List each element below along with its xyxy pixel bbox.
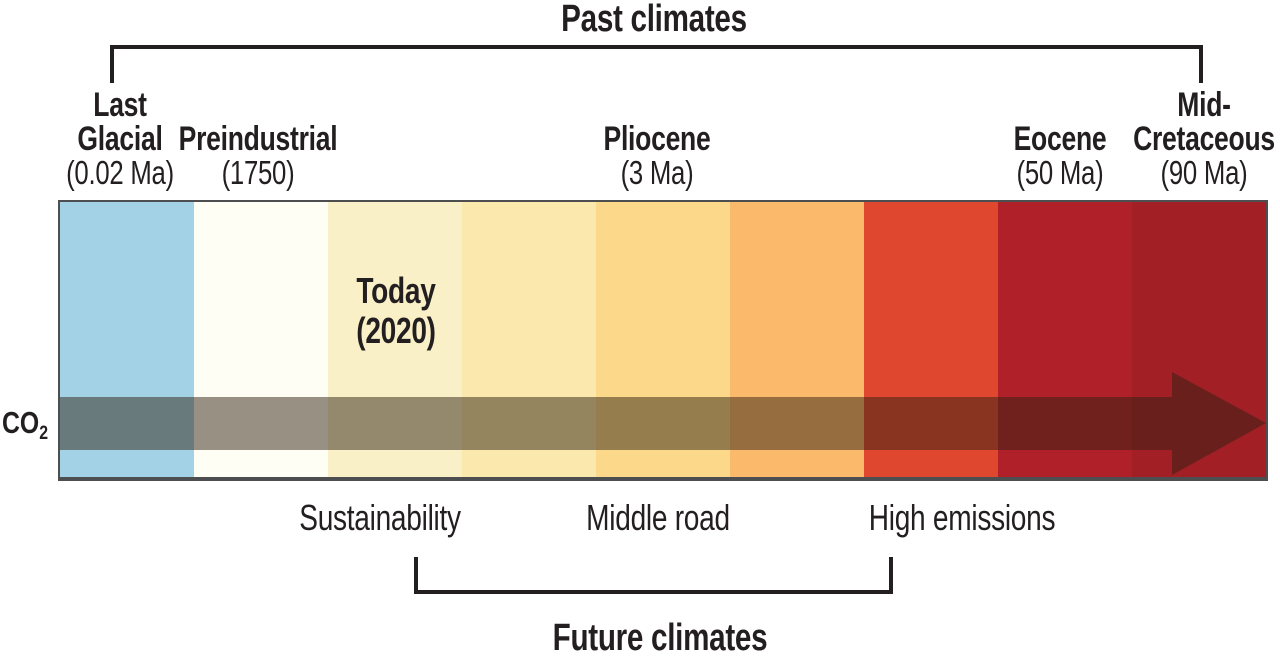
segment-mid-cretaceous [1132,202,1266,477]
past-climates-bracket [110,45,1203,83]
period-value: (1750) [221,154,295,191]
segment-sustainability [462,202,596,477]
past-climates-title: Past climates [561,0,747,40]
future-climates-bracket [414,557,893,594]
period-label-eocene: Eocene (50 Ma) [1014,122,1107,190]
period-name: Last [93,86,147,124]
segment-last-glacial [60,202,194,477]
period-label-mid-cretaceous: Mid- Cretaceous (90 Ma) [1133,88,1275,190]
segment-eocene [998,202,1132,477]
segment-pliocene [596,202,730,477]
scenario-label-sustainability: Sustainability [299,497,461,538]
period-value: (50 Ma) [1016,154,1104,191]
period-value: (3 Ma) [620,154,694,191]
segment-high-emissions [864,202,998,477]
period-label-preindustrial: Preindustrial (1750) [179,122,338,190]
co2-text: CO [2,405,40,440]
today-line: Today [356,270,436,311]
scenario-label-high-emissions: High emissions [868,497,1056,538]
period-value: (90 Ma) [1160,154,1248,191]
today-label: Today (2020) [356,270,436,351]
scenario-label-middle-road: Middle road [586,497,730,538]
today-line: (2020) [356,310,436,351]
period-name: Pliocene [603,120,711,158]
period-value: (0.02 Ma) [66,154,174,191]
climate-gradient-bar: Today (2020) [58,200,1268,481]
future-climates-title: Future climates [552,617,768,656]
period-name: Eocene [1013,120,1107,158]
period-name: Cretaceous [1133,120,1275,158]
segment-warm-transition [730,202,864,477]
period-name: Mid- [1177,86,1231,124]
period-name: Preindustrial [178,120,338,158]
period-label-last-glacial: Last Glacial (0.02 Ma) [66,88,174,190]
co2-label: CO2 [2,406,48,444]
period-label-pliocene: Pliocene (3 Ma) [604,122,711,190]
period-name: Glacial [77,120,163,158]
co2-subscript: 2 [39,421,49,444]
segment-preindustrial [194,202,328,477]
